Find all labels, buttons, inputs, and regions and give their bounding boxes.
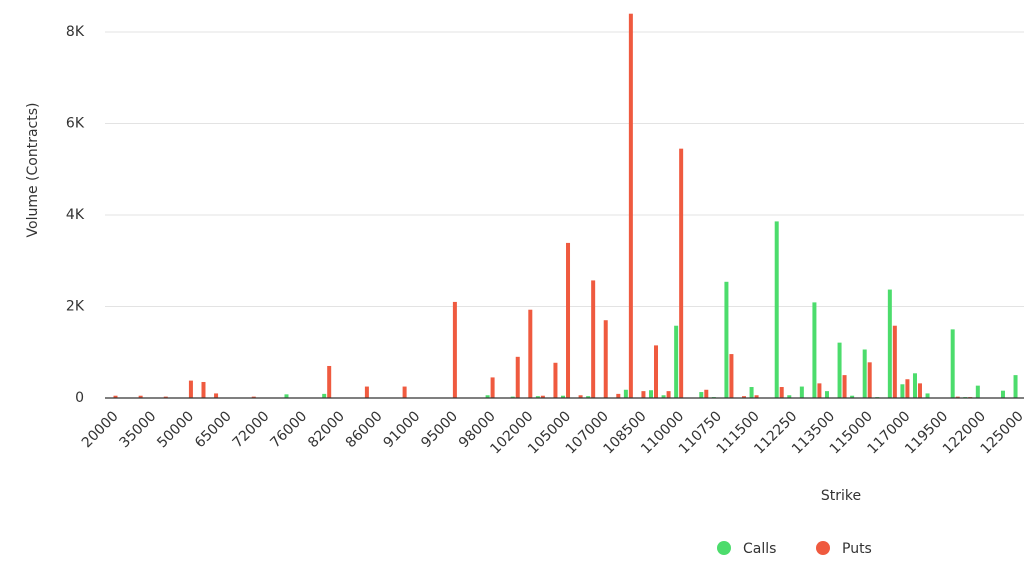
bar — [284, 394, 289, 398]
bar — [535, 396, 540, 398]
bar — [925, 393, 930, 398]
bar — [364, 386, 369, 398]
bar — [641, 391, 646, 398]
y-axis-title: Volume (Contracts) — [25, 103, 41, 238]
bar — [163, 396, 168, 398]
x-tick-label: 35000 — [117, 408, 160, 451]
bar — [586, 396, 591, 398]
bar — [679, 148, 684, 398]
x-tick-label: 91000 — [381, 408, 424, 451]
bar — [774, 221, 779, 398]
bar — [912, 373, 917, 398]
bar — [452, 301, 457, 398]
legend-marker — [816, 541, 830, 555]
bar — [553, 362, 558, 398]
bar — [603, 320, 608, 398]
bar — [824, 391, 829, 398]
bar — [842, 375, 847, 398]
bar — [950, 329, 955, 398]
bar — [674, 325, 679, 398]
bar — [742, 396, 746, 398]
bar — [188, 380, 193, 398]
bar — [704, 389, 709, 398]
bar — [510, 396, 515, 398]
bar — [578, 395, 583, 398]
bar — [591, 280, 596, 398]
bar — [666, 391, 671, 398]
x-axis-title: Strike — [821, 488, 861, 504]
y-tick-label: 8K — [66, 24, 85, 40]
bar — [754, 395, 759, 398]
x-tick-label: 86000 — [343, 408, 386, 451]
bar — [862, 349, 867, 398]
legend-label: Calls — [743, 541, 776, 557]
x-tick-label: 20000 — [79, 408, 122, 451]
bar — [113, 395, 118, 398]
bar — [490, 377, 495, 398]
bar — [515, 356, 520, 398]
bar — [566, 242, 571, 398]
bar — [251, 396, 256, 398]
bar — [214, 393, 219, 398]
bar — [322, 393, 327, 398]
x-tick-label: 82000 — [305, 408, 348, 451]
bar — [975, 385, 980, 398]
bar — [649, 390, 654, 398]
bar — [892, 325, 897, 398]
bar — [887, 289, 892, 398]
bar — [817, 383, 822, 398]
y-tick-label: 0 — [75, 390, 84, 406]
bar — [628, 13, 633, 398]
bar — [327, 365, 332, 398]
bar — [900, 384, 905, 398]
bar — [799, 386, 804, 398]
bar — [201, 381, 206, 398]
bar — [623, 389, 628, 398]
x-tick-label: 50000 — [154, 408, 197, 451]
x-tick-label: 95000 — [418, 408, 461, 451]
y-tick-label: 4K — [66, 207, 85, 223]
x-tick-label: 72000 — [230, 408, 273, 451]
bar — [749, 387, 754, 398]
legend-marker — [717, 541, 731, 555]
bar — [812, 302, 817, 398]
y-tick-label: 6K — [66, 116, 85, 132]
bar — [917, 383, 922, 398]
bar — [661, 395, 666, 398]
bar — [955, 396, 960, 398]
bar — [561, 395, 566, 398]
bar — [528, 309, 533, 398]
bar — [867, 362, 872, 398]
bar — [540, 395, 545, 398]
bar — [654, 345, 659, 398]
bar — [138, 395, 143, 398]
bar — [616, 393, 621, 398]
bar — [837, 342, 842, 398]
bar — [1013, 375, 1018, 398]
bar — [779, 387, 784, 398]
bar — [724, 281, 729, 398]
bar — [1000, 390, 1005, 398]
y-tick-label: 2K — [66, 299, 85, 315]
bar — [850, 395, 855, 398]
x-tick-label: 65000 — [192, 408, 235, 451]
bar — [729, 354, 734, 398]
bar — [402, 386, 407, 398]
x-tick-label: 76000 — [267, 408, 310, 451]
bar — [905, 379, 910, 398]
legend-label: Puts — [842, 541, 872, 557]
bar — [699, 392, 704, 398]
bar — [787, 395, 792, 398]
bar — [485, 395, 490, 398]
